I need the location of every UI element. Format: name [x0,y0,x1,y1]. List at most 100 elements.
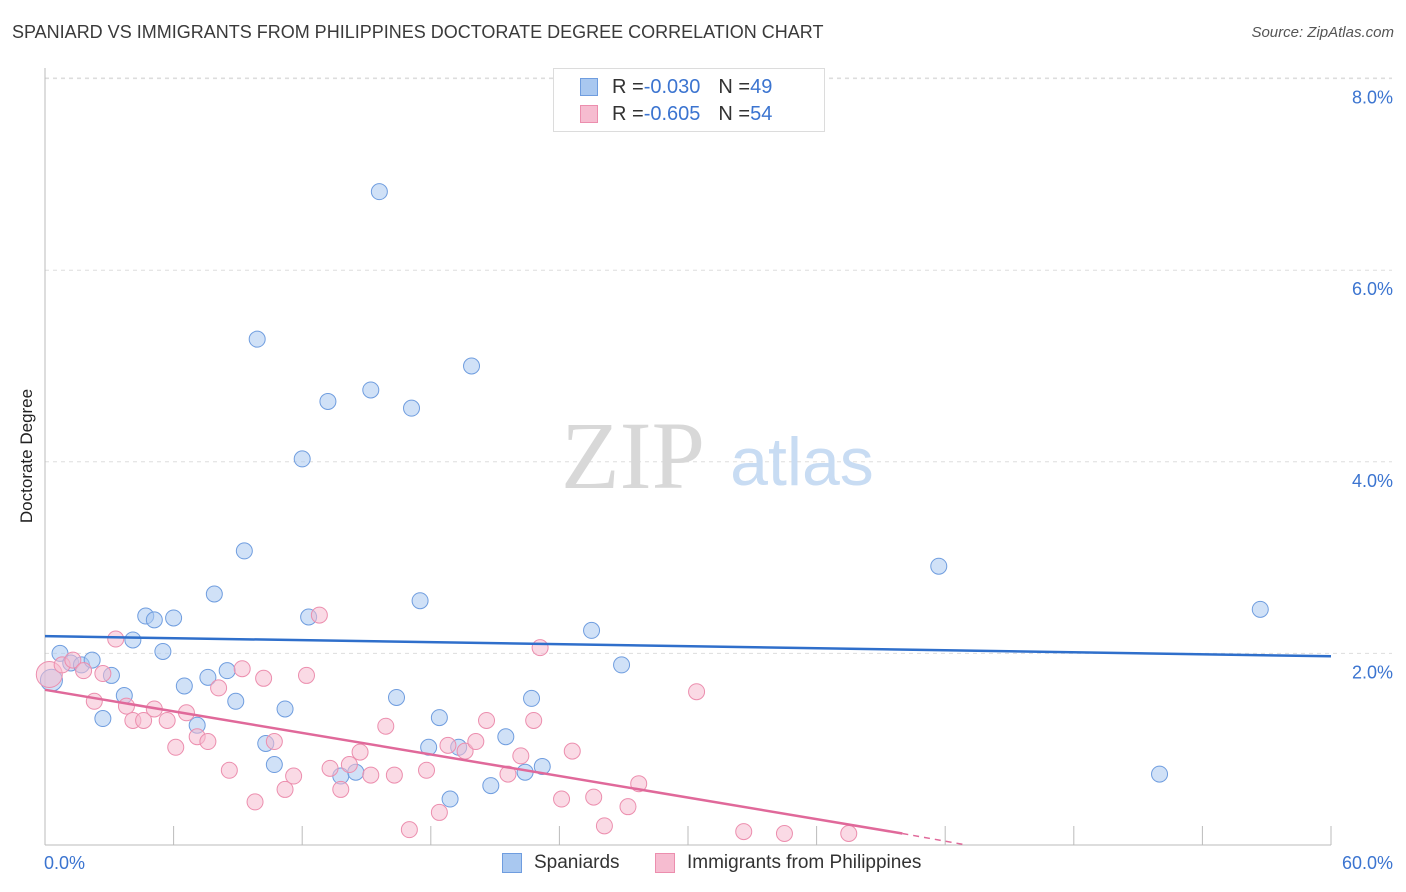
philippines-point [64,651,82,669]
spaniards-point [165,609,183,627]
watermark-atlas: atlas [730,424,874,500]
philippines-point [340,756,358,774]
legend-n-value: 54 [750,102,773,125]
spaniards-point [205,585,223,603]
spaniards-point [154,642,172,660]
spaniards-point [293,450,311,468]
philippines-point [351,743,369,761]
spaniards-point [533,757,551,775]
spaniards-point [430,709,448,727]
philippines-point [585,788,603,806]
spaniards-point [441,790,459,808]
spaniards-point [482,777,500,795]
philippines-point [167,738,185,756]
philippines-point [117,697,135,715]
legend-n-value: 49 [750,75,773,98]
philippines-point [107,630,125,648]
philippines-point [233,660,251,678]
spaniards-point [248,330,266,348]
legend-n-label: N = [718,102,751,125]
spaniards-point [145,611,163,629]
philippines-point [362,766,380,784]
philippines-point [75,662,93,680]
philippines-point [553,790,571,808]
x-tick-label: 0.0% [44,853,85,873]
philippines-point [512,747,530,765]
philippines-point [688,683,706,701]
philippines-point [285,767,303,785]
legend-item-spaniards: Spaniards [502,852,620,874]
philippines-point [595,817,613,835]
spaniards-point [411,592,429,610]
spaniards-point [94,710,112,728]
legend-row-spaniards: R = -0.030 N = 49 [580,75,772,99]
philippines-point [619,798,637,816]
philippines-point [499,765,517,783]
philippines-point [210,679,228,697]
philippines-point [531,639,549,657]
axes [44,68,1332,846]
trendlines [44,634,1332,846]
legend-row-philippines: R = -0.605 N = 54 [580,102,772,126]
philippines-point [563,742,581,760]
philippines-legend-swatch [655,853,675,873]
spaniards-points [39,183,1269,808]
spaniards-point [613,656,631,674]
philippines-point [775,825,793,843]
philippines-point [377,717,395,735]
watermark: ZIP atlas [561,402,874,509]
philippines-point [135,711,153,729]
philippines-point [276,780,294,798]
philippines-point [332,780,350,798]
spaniards-point [124,631,142,649]
spaniards-point [403,399,421,417]
legend-label-spaniards: Spaniards [534,852,620,873]
spaniards-point [227,692,245,710]
philippines-point [199,733,217,751]
philippines-point [430,803,448,821]
philippines-point [735,823,753,841]
philippines-point [478,711,496,729]
spaniards-point [235,542,253,560]
y-tick-label: 4.0% [1352,471,1393,491]
philippines-point [400,821,418,839]
philippines-point [220,761,238,779]
spaniards-trendline [44,634,1332,658]
spaniards-point [370,183,388,201]
spaniards-point [1151,765,1169,783]
philippines-swatch [580,105,598,123]
watermark-zip: ZIP [561,402,705,509]
philippines-point [418,761,436,779]
y-tick-label: 2.0% [1352,662,1393,682]
philippines-trendline [44,688,903,835]
legend-r-value: -0.030 [643,75,701,98]
gridlines [45,77,1392,654]
legend-r-label: R = [612,102,644,125]
philippines-point [265,733,283,751]
spaniards-point [218,662,236,680]
legend-label-philippines: Immigrants from Philippines [687,852,922,873]
philippines-point [525,711,543,729]
philippines-point [158,711,176,729]
philippines-point [840,825,858,843]
spaniards-point [583,621,601,639]
spaniards-point [362,381,380,399]
philippines-points [35,606,858,843]
tick-labels: 2.0% 4.0% 6.0% 8.0% 0.0% 60.0% [44,88,1393,873]
spaniards-point [497,728,515,746]
chart-title: SPANIARD VS IMMIGRANTS FROM PHILIPPINES … [12,22,824,42]
legend-n-label: N = [718,75,751,98]
legend-r-label: R = [612,75,644,98]
spaniards-point [319,392,337,410]
stats-legend: R = -0.030 N = 49 R = -0.605 N = 54 [553,68,825,132]
legend-r-value: -0.605 [643,102,701,125]
philippines-point [321,759,339,777]
spaniards-point [463,357,481,375]
y-axis-label: Doctorate Degree [17,388,36,524]
philippines-point [246,793,264,811]
philippines-point [467,733,485,751]
philippines-point [297,666,315,684]
y-tick-label: 8.0% [1352,88,1393,108]
spaniards-point [175,677,193,695]
